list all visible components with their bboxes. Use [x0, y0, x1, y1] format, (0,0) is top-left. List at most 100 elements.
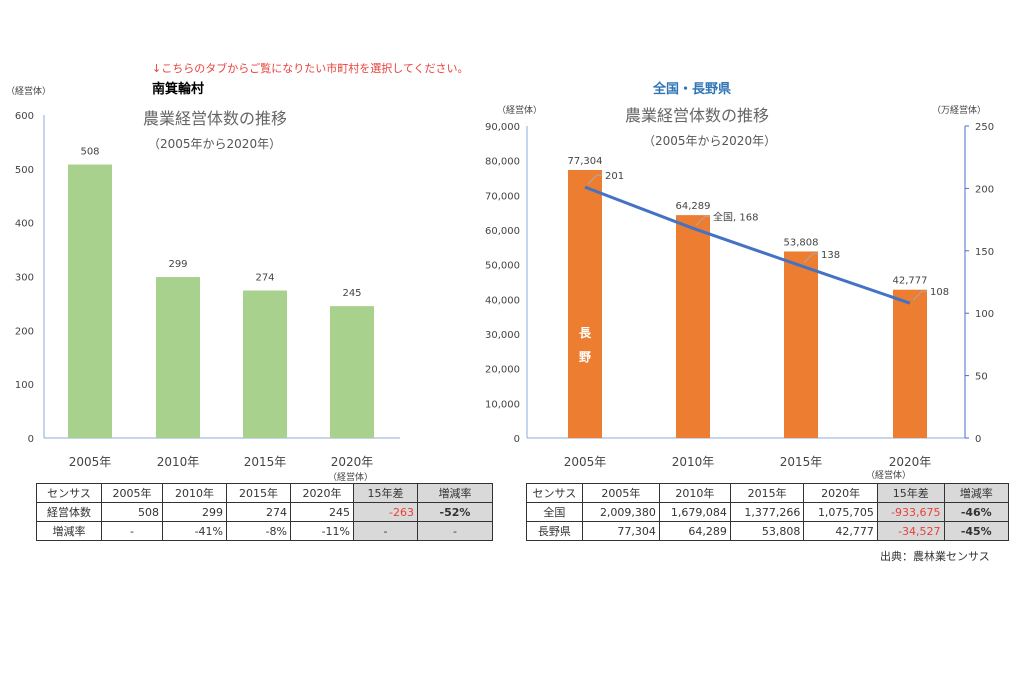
- right-y-label: （経営体）: [497, 106, 543, 116]
- nagano-bar: [893, 289, 927, 438]
- left-bar: [330, 306, 374, 438]
- zenkoku-line: [584, 185, 911, 305]
- table-cell: -41%: [162, 521, 227, 541]
- table-row: 経営体数 508 299 274 245 -263 -52%: [36, 502, 493, 522]
- nagano-series-label: 長: [579, 325, 592, 340]
- zenkoku-point-label: 138: [821, 250, 840, 261]
- left-bar-label: 508: [80, 147, 99, 158]
- left-x-tick: 2020年: [331, 455, 374, 469]
- right-table: センサス 2005年 2010年 2015年 2020年 15年差 増減率 全国 2,009,3…: [526, 483, 1009, 541]
- table-cell: センサス: [526, 483, 583, 503]
- left-bar-label: 299: [168, 259, 187, 270]
- zenkoku-leader: [912, 290, 927, 301]
- right-y-tick: 60,000: [485, 226, 520, 237]
- table-row: 全国 2,009,380 1,679,084 1,377,266 1,075,705 -9…: [526, 502, 1009, 522]
- right-chart-header[interactable]: 全国・長野県: [653, 82, 732, 97]
- zenkoku-point-label: 全国, 168: [713, 210, 758, 223]
- right-y2-tick: 200: [975, 184, 994, 195]
- table-row: センサス 2005年 2010年 2015年 2020年 15年差 増減率: [526, 483, 1009, 503]
- nagano-bar-label: 64,289: [676, 201, 711, 212]
- nagano-bar-label: 42,777: [893, 276, 928, 287]
- left-bar: [156, 277, 200, 438]
- table-cell: 1,679,084: [658, 502, 731, 522]
- left-x-tick: 2010年: [157, 455, 200, 469]
- left-y-tick: 0: [28, 434, 34, 445]
- right-y2-label: （万経営体）: [932, 106, 987, 116]
- left-y-tick: 200: [15, 326, 34, 337]
- left-y-label: （経営体）: [6, 87, 52, 97]
- table-row: センサス 2005年 2010年 2015年 2020年 15年差 増減率: [36, 483, 493, 503]
- table-cell: -: [353, 521, 418, 541]
- table-cell: 2005年: [101, 483, 163, 503]
- table-cell: 508: [101, 502, 163, 522]
- table-cell: -8%: [226, 521, 291, 541]
- left-y-tick: 300: [15, 273, 34, 284]
- nagano-bar: [568, 170, 602, 438]
- table-cell: 増減率: [417, 483, 493, 503]
- zenkoku-leader: [695, 215, 710, 226]
- right-y2-tick: 100: [975, 309, 994, 320]
- right-y-tick: 20,000: [485, 365, 520, 376]
- left-x-tick: 2005年: [69, 455, 112, 469]
- table-cell: 1,377,266: [729, 502, 805, 522]
- table-cell: 増減率: [943, 483, 1009, 503]
- table-cell: 299: [162, 502, 227, 522]
- right-y2-tick: 250: [975, 122, 994, 133]
- table-cell: -34,527: [876, 521, 945, 541]
- right-y-tick: 30,000: [485, 330, 520, 341]
- left-y-tick: 500: [15, 165, 34, 176]
- right-y-tick: 80,000: [485, 157, 520, 168]
- zenkoku-point-label: 201: [605, 171, 624, 182]
- right-y-tick: 10,000: [485, 399, 520, 410]
- zenkoku-leader: [803, 253, 818, 264]
- left-bar-label: 274: [255, 272, 274, 283]
- instruction-note: ↓こちらのタブからご覧になりたい市町村を選択してください。: [152, 62, 469, 75]
- table-cell: 15年差: [876, 483, 945, 503]
- table-cell: 2010年: [162, 483, 227, 503]
- left-table: センサス 2005年 2010年 2015年 2020年 15年差 増減率 経営体数 508 29…: [36, 483, 493, 541]
- left-y-tick: 600: [15, 111, 34, 122]
- table-cell: 2005年: [581, 483, 660, 503]
- nagano-bar-label: 77,304: [568, 156, 603, 167]
- table-cell: 77,304: [581, 521, 660, 541]
- right-x-tick: 2010年: [672, 455, 715, 469]
- table-cell: -933,675: [876, 502, 945, 522]
- right-x-tick: 2005年: [564, 455, 607, 469]
- table-cell: 2015年: [729, 483, 805, 503]
- table-cell: 2020年: [803, 483, 878, 503]
- right-y2-tick: 0: [975, 434, 981, 445]
- table-cell: -: [417, 521, 493, 541]
- left-y-tick: 100: [15, 380, 34, 391]
- table-row: 長野県 77,304 64,289 53,808 42,777 -34,527 -45%: [526, 521, 1009, 541]
- nagano-bar: [784, 251, 818, 438]
- table-cell: 245: [290, 502, 354, 522]
- left-chart-title: 農業経営体数の推移: [143, 109, 288, 128]
- table-cell: 2015年: [226, 483, 291, 503]
- table-cell: 64,289: [658, 521, 731, 541]
- table-row: 増減率 - -41% -8% -11% - -: [36, 521, 493, 541]
- table-cell: 42,777: [803, 521, 878, 541]
- source-note: 出典：農林業センサス: [880, 550, 990, 563]
- right-x-unit: （経営体）: [866, 471, 912, 481]
- left-chart-header[interactable]: 南箕輪村: [152, 82, 205, 97]
- table-cell: -263: [353, 502, 418, 522]
- right-chart-title: 農業経営体数の推移: [625, 106, 770, 125]
- left-bar-label: 245: [342, 288, 361, 299]
- left-x-tick: 2015年: [244, 455, 287, 469]
- right-y-tick: 0: [514, 434, 520, 445]
- table-cell: 増減率: [36, 521, 102, 541]
- right-y2-tick: 150: [975, 247, 994, 258]
- table-cell: 1,075,705: [803, 502, 878, 522]
- table-cell: 2020年: [290, 483, 354, 503]
- table-cell: 15年差: [353, 483, 418, 503]
- left-y-tick: 400: [15, 219, 34, 230]
- nagano-series-label: 野: [579, 350, 591, 364]
- zenkoku-point-label: 108: [930, 287, 949, 298]
- table-cell: 2010年: [658, 483, 731, 503]
- table-cell: 53,808: [729, 521, 805, 541]
- table-cell: 274: [226, 502, 291, 522]
- right-y-tick: 70,000: [485, 191, 520, 202]
- table-cell: 全国: [526, 502, 583, 522]
